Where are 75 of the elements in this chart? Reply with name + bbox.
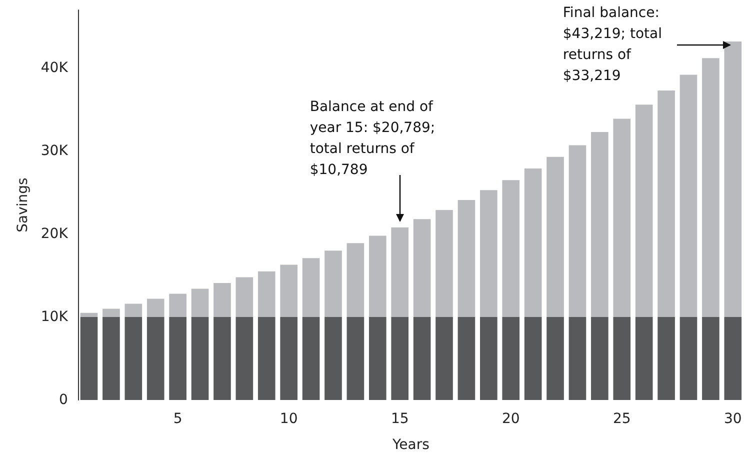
bar	[368, 317, 386, 400]
bar	[591, 317, 608, 400]
bar	[169, 294, 186, 318]
x-tick-label: 20	[502, 411, 520, 427]
bar	[702, 317, 720, 400]
x-tick-label: 15	[390, 411, 409, 427]
bar	[524, 168, 542, 318]
bar	[635, 317, 653, 400]
bar	[302, 317, 320, 400]
bar	[613, 118, 631, 318]
bar	[391, 317, 409, 400]
bar	[214, 317, 231, 400]
y-tick-label: 40K	[40, 60, 69, 76]
bar	[191, 288, 209, 318]
bar	[724, 42, 742, 318]
bar	[413, 219, 431, 318]
annotation: Balance at end of year 15: $20,789; total returns of $10,789	[310, 98, 436, 180]
bar	[546, 317, 564, 400]
bar	[702, 58, 720, 318]
x-tick-label: 30	[724, 411, 742, 427]
bar	[124, 304, 142, 318]
y-tick-label: 10K	[40, 309, 69, 326]
bar	[258, 317, 276, 400]
bar	[502, 180, 520, 318]
bar	[591, 132, 608, 318]
bar	[324, 250, 342, 318]
x-tick-label: 10	[280, 411, 298, 427]
bar	[458, 317, 476, 400]
y-tick-label: 30K	[40, 143, 69, 160]
bar	[502, 317, 520, 400]
bar	[169, 317, 186, 400]
x-tick-label: 5	[173, 411, 182, 427]
y-axis-title: Savings	[15, 178, 31, 232]
bar	[613, 317, 631, 400]
bar	[280, 264, 298, 318]
bar	[102, 308, 120, 318]
bar	[80, 317, 98, 400]
bar	[524, 317, 542, 400]
bar	[236, 277, 254, 318]
y-tick-label: 0	[58, 392, 68, 408]
bar	[724, 317, 742, 400]
bar	[346, 317, 364, 400]
bar	[546, 156, 564, 318]
bar	[236, 317, 254, 400]
bar	[568, 317, 586, 400]
bar	[436, 317, 453, 400]
bar	[146, 317, 164, 400]
bar	[346, 243, 364, 318]
bar	[124, 317, 142, 400]
bar	[324, 317, 342, 400]
x-tick-label: 25	[612, 411, 631, 427]
bar	[658, 317, 675, 400]
bar	[480, 317, 498, 400]
bar	[280, 317, 298, 400]
bar	[680, 74, 698, 318]
bar	[258, 271, 276, 318]
bar	[458, 200, 476, 318]
y-tick-label: 20K	[40, 226, 69, 242]
bar	[191, 317, 209, 400]
bar	[480, 190, 498, 318]
bar	[102, 317, 120, 400]
bar	[436, 210, 453, 318]
bar	[302, 258, 320, 318]
bar	[391, 227, 409, 318]
bar	[214, 283, 231, 318]
bar	[680, 317, 698, 400]
bar	[146, 298, 164, 318]
bar	[80, 312, 98, 318]
bar	[368, 236, 386, 318]
bar	[658, 90, 675, 318]
x-axis-title: Years	[391, 437, 430, 453]
annotation: Final balance: $43,219; total returns of $33,219	[562, 4, 663, 86]
bar	[413, 317, 431, 400]
bar	[635, 104, 653, 318]
bar	[568, 145, 586, 318]
